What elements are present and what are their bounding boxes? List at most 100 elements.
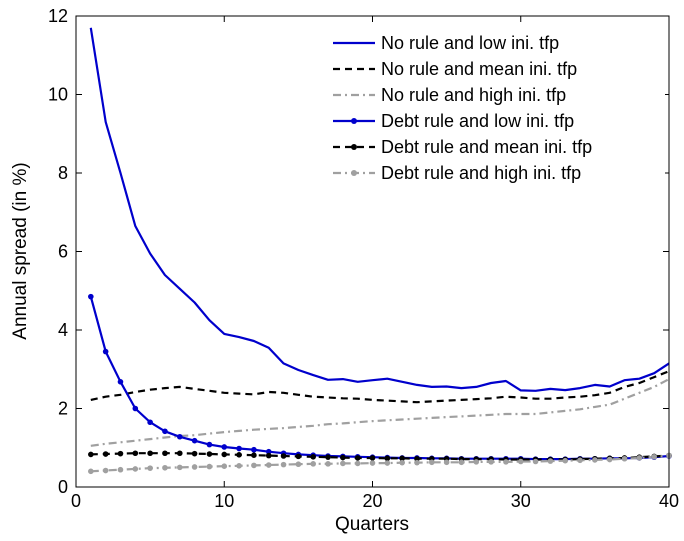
x-tick-label: 30	[511, 491, 531, 511]
series-point-5	[117, 450, 124, 457]
series-point-5	[369, 455, 376, 461]
series-point-5	[191, 450, 198, 457]
series-point-5	[176, 450, 183, 457]
series-point-6	[310, 461, 317, 467]
y-tick-label: 8	[58, 163, 68, 183]
series-line-5	[90, 452, 670, 461]
legend-label-5: Debt rule and mean ini. tfp	[381, 137, 592, 157]
series-point-6	[488, 459, 494, 465]
series-point-5	[206, 451, 213, 457]
series-point-5	[354, 455, 361, 461]
legend-marker-6	[351, 170, 357, 176]
x-tick-label: 0	[71, 491, 81, 511]
series-point-4	[221, 444, 228, 450]
series-point-4	[117, 379, 124, 385]
legend-marker-5	[351, 144, 357, 150]
series-point-6	[577, 457, 583, 464]
series-point-4	[236, 445, 242, 452]
series-point-6	[221, 463, 228, 469]
series-point-6	[547, 458, 554, 464]
series-point-6	[517, 458, 524, 465]
series-point-4	[191, 437, 198, 444]
series-line-2	[90, 370, 670, 404]
series-point-6	[651, 453, 657, 460]
series-point-5	[221, 451, 228, 458]
series-point-4	[147, 419, 153, 426]
series-point-6	[606, 456, 613, 463]
y-tick-label: 0	[58, 477, 68, 497]
series-point-5	[88, 451, 94, 458]
y-tick-label: 10	[48, 85, 68, 105]
series-point-6	[191, 464, 198, 470]
series-line-1	[89, 27, 670, 392]
series-point-6	[399, 459, 405, 466]
series-point-6	[280, 461, 287, 468]
legend-marker-4	[351, 118, 357, 124]
series-point-4	[88, 293, 94, 300]
x-tick-label: 10	[214, 491, 234, 511]
series-point-6	[369, 460, 376, 466]
series-point-5	[236, 452, 242, 458]
series-point-6	[414, 459, 420, 466]
series-point-5	[414, 455, 420, 462]
series-point-5	[340, 454, 346, 461]
series-point-6	[132, 466, 139, 472]
series-point-6	[621, 455, 628, 462]
legend-label-1: No rule and low ini. tfp	[381, 33, 559, 53]
series-point-6	[206, 463, 213, 470]
series-point-6	[473, 459, 480, 465]
y-axis-label: Annual spread (in %)	[10, 162, 31, 339]
series-point-6	[562, 457, 569, 464]
series-point-5	[147, 450, 153, 457]
legend-label-3: No rule and high ini. tfp	[381, 85, 566, 105]
series-point-6	[325, 461, 331, 467]
series-point-6	[354, 460, 361, 467]
x-axis-label: Quarters	[335, 514, 409, 535]
series-point-5	[280, 453, 287, 459]
series-point-6	[102, 467, 109, 474]
series-point-6	[532, 458, 539, 465]
legend-label-4: Debt rule and low ini. tfp	[381, 111, 574, 131]
series-point-5	[132, 450, 139, 457]
series-point-4	[132, 405, 139, 412]
y-tick-label: 6	[58, 242, 68, 262]
series-point-4	[162, 428, 168, 435]
series-point-6	[443, 459, 450, 466]
series-point-5	[251, 452, 257, 459]
series-point-4	[251, 446, 257, 453]
series-point-6	[176, 464, 183, 471]
series-point-6	[592, 457, 598, 463]
series-point-6	[295, 461, 302, 468]
series-point-6	[236, 463, 242, 469]
series-point-6	[636, 455, 643, 461]
series-point-5	[162, 450, 168, 457]
series-point-6	[88, 468, 94, 475]
series-point-5	[265, 452, 272, 459]
series-point-6	[251, 462, 257, 469]
series-point-4	[206, 441, 213, 448]
series-point-4	[176, 433, 183, 440]
axis-tick-labels: 0 10 20 30 40 0 2 4 6 8 10 12	[48, 6, 679, 511]
legend-label-2: No rule and mean ini. tfp	[381, 59, 577, 79]
x-tick-label: 40	[659, 491, 679, 511]
series-point-5	[384, 455, 391, 462]
series-point-6	[429, 459, 435, 466]
series-point-6	[117, 466, 124, 473]
series-point-6	[147, 465, 153, 471]
series-point-5	[325, 454, 331, 460]
series-point-5	[295, 453, 302, 460]
series-point-5	[310, 453, 317, 460]
series-point-6	[162, 464, 168, 471]
series-point-4	[102, 348, 109, 355]
series-point-6	[265, 462, 272, 468]
series-point-6	[384, 460, 391, 466]
series-line-6	[90, 454, 670, 473]
x-tick-label: 20	[362, 491, 382, 511]
series-point-6	[503, 459, 509, 465]
series-point-6	[458, 459, 465, 466]
legend-label-6: Debt rule and high ini. tfp	[381, 163, 581, 183]
legend: No rule and low ini. tfp No rule and mean…	[322, 27, 665, 203]
series-point-5	[102, 451, 109, 457]
y-tick-label: 12	[48, 6, 68, 26]
